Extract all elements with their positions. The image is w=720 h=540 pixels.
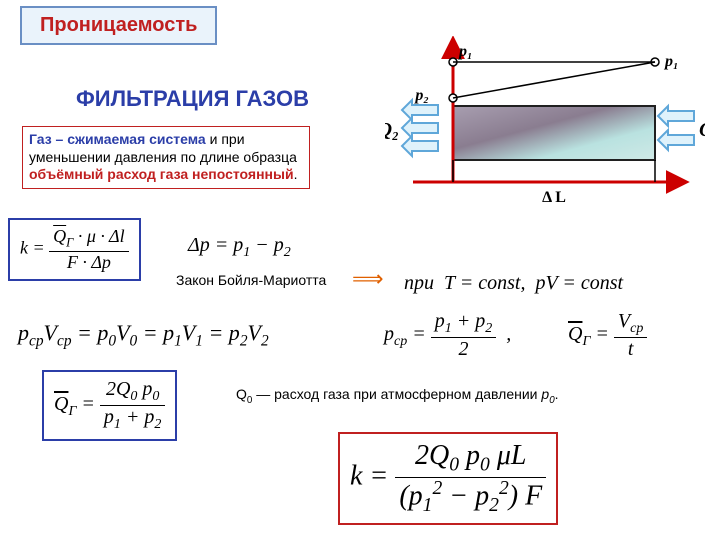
- boyle-text: Закон Бойля-Мариотта: [176, 272, 326, 288]
- equation-delta-p: Δp = p1 − p2: [178, 228, 301, 267]
- description-box: Газ – сжимаемая система и при уменьшении…: [22, 126, 310, 189]
- equation-pv-const: при T = const, pV = const: [394, 266, 633, 301]
- equation-qg: QГ = Vсрt: [558, 304, 657, 367]
- section-subtitle: ФИЛЬТРАЦИЯ ГАЗОВ: [76, 86, 309, 112]
- desc-period: .: [294, 166, 298, 182]
- diagram-svg: p₁ p₁ p₂ Q₂ Q₁ Δ L: [385, 36, 705, 216]
- desc-volflow: объёмный расход газа непостоянный: [29, 166, 294, 182]
- desc-gas-phrase: Газ – сжимаемая система: [29, 131, 206, 147]
- header-text: Проницаемость: [40, 14, 197, 36]
- header-title: Проницаемость: [20, 6, 217, 45]
- sample-diagram: p₁ p₁ p₂ Q₂ Q₁ Δ L: [385, 36, 705, 216]
- svg-text:Q₁: Q₁: [699, 119, 705, 141]
- equation-qt: QГ = 2Q0 p0p1 + p2: [42, 370, 177, 441]
- subtitle-text: ФИЛЬТРАЦИЯ ГАЗОВ: [76, 86, 309, 111]
- svg-text:Q₂: Q₂: [385, 119, 399, 141]
- q0-caption: Q0 — расход газа при атмосферном давлени…: [236, 386, 559, 406]
- equation-pcp: pср = p1 + p22 ,: [374, 304, 521, 367]
- svg-text:p₁: p₁: [663, 53, 679, 70]
- implies-arrow-icon: ⟹: [352, 266, 384, 292]
- equation-k-final: k = 2Q0 p0 μL(p12 − p22) F: [338, 432, 558, 525]
- svg-text:p₁: p₁: [457, 43, 473, 60]
- boyle-mariotte-label: Закон Бойля-Мариотта: [176, 272, 326, 288]
- equation-pv-chain: pсрVср = p0V0 = p1V1 = p2V2: [8, 314, 279, 356]
- svg-text:p₂: p₂: [413, 87, 429, 104]
- svg-text:Δ L: Δ L: [542, 189, 566, 206]
- equation-k: k = QГ · μ · ΔlF · Δp: [8, 218, 141, 281]
